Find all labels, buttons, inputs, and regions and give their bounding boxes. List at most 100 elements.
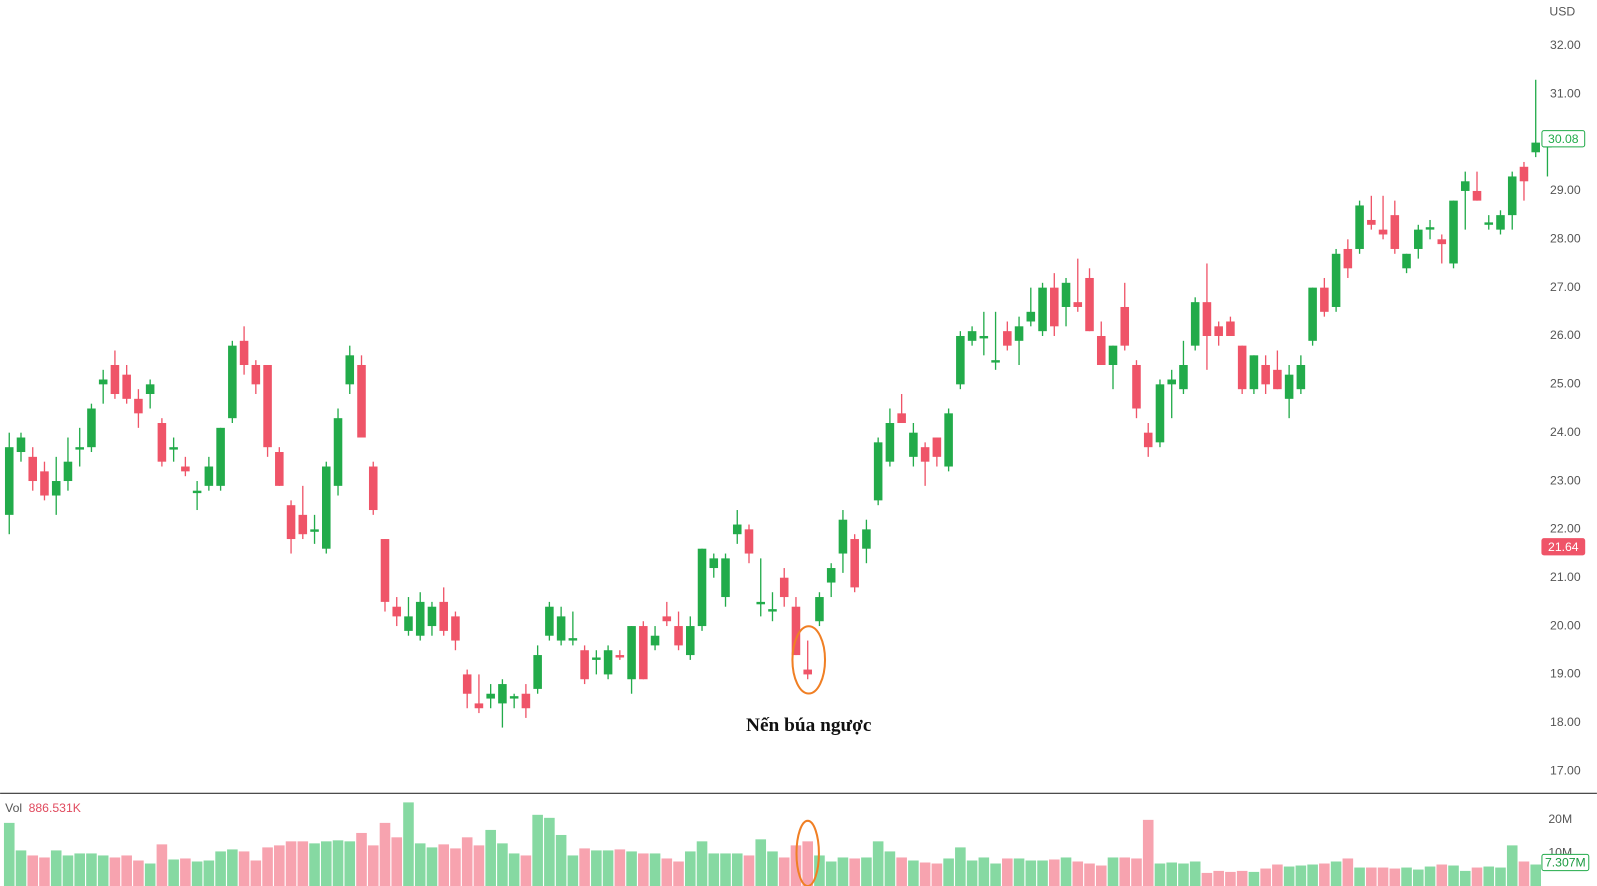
y-tick-label: 27.00	[1550, 280, 1581, 294]
candle-body	[1437, 239, 1447, 245]
volume-bar	[520, 855, 532, 886]
volume-bar	[755, 839, 767, 886]
volume-bar	[191, 861, 203, 886]
volume-bar	[1037, 860, 1048, 886]
candle-body	[1273, 369, 1282, 390]
candle-body	[87, 408, 96, 448]
candle-body	[1284, 374, 1294, 399]
volume-bar	[3, 822, 15, 886]
candle-body	[1108, 345, 1118, 365]
volume-bar	[414, 843, 426, 886]
candle-body	[779, 577, 789, 598]
volume-bar	[320, 841, 332, 886]
candle-body	[157, 423, 167, 462]
y-tick-label: 28.00	[1550, 232, 1581, 246]
candle-body	[1085, 277, 1094, 332]
candle-body	[873, 442, 883, 501]
volume-bar	[508, 853, 520, 886]
volume-bar	[473, 845, 485, 886]
volume-bar	[1002, 858, 1013, 886]
volume-bar	[438, 844, 449, 886]
candle-body	[1378, 229, 1388, 235]
volume-bar	[109, 857, 121, 886]
volume-bar	[1107, 857, 1119, 886]
volume-bar	[1189, 861, 1201, 886]
volume-bar	[555, 834, 567, 886]
volume-bar	[802, 841, 814, 886]
volume-bar	[238, 851, 250, 886]
volume-bar	[1495, 867, 1506, 886]
volume-bar	[367, 845, 379, 886]
volume-bar	[579, 848, 590, 886]
volume-bar	[203, 860, 215, 886]
volume-bar	[743, 855, 755, 886]
candle-body	[521, 693, 531, 709]
volume-bar	[849, 858, 860, 886]
marker-price-box	[1541, 538, 1586, 556]
candle-body	[991, 360, 1000, 363]
candle-body	[956, 335, 965, 385]
y-tick-label: 22.00	[1550, 522, 1581, 536]
candle-body	[1460, 181, 1470, 191]
candle-body	[498, 684, 507, 704]
currency: USD	[1549, 4, 1575, 18]
y-tick-label: 32.00	[1550, 38, 1581, 52]
volume-bar	[1236, 870, 1248, 886]
candle-body	[51, 481, 61, 496]
volume-bar	[731, 853, 743, 886]
volume-bar	[180, 858, 191, 886]
volume-bar	[27, 855, 39, 886]
volume-bar	[626, 851, 637, 886]
candle-body	[756, 601, 766, 605]
candle-body	[920, 447, 930, 462]
candle-body	[1226, 321, 1235, 336]
volume-bar	[602, 850, 614, 886]
candle-body	[650, 635, 660, 646]
candle-body	[979, 335, 989, 339]
y-tick-label: 26.00	[1550, 328, 1581, 342]
candle-body	[16, 437, 26, 453]
candle-body	[862, 529, 871, 549]
volume-bar	[567, 855, 579, 886]
volume-bar	[144, 863, 156, 886]
candle-body	[944, 413, 953, 467]
volume-bar	[50, 850, 62, 886]
candle-body	[909, 432, 918, 457]
candle-body	[1320, 287, 1329, 312]
volume-bar	[684, 851, 696, 886]
last-volume-box	[1541, 853, 1590, 872]
candle-body	[392, 606, 402, 617]
volume-bar	[1142, 819, 1154, 886]
candle-body	[275, 452, 284, 486]
volume-bar	[450, 848, 461, 886]
volume-bar	[814, 855, 825, 886]
y-tick-label: 31.00	[1550, 87, 1581, 101]
volume-bar	[990, 863, 1001, 886]
candle-body	[838, 519, 848, 554]
volume-bar	[1260, 868, 1271, 886]
volume-bar	[1319, 863, 1330, 886]
candle-body	[415, 601, 425, 636]
volume-bar	[86, 853, 97, 886]
volume-bar	[1448, 865, 1459, 886]
candle-body	[122, 374, 131, 399]
volume-bar	[97, 855, 109, 886]
candle-body	[662, 616, 672, 622]
candle-body	[28, 456, 38, 482]
candle-body	[40, 471, 49, 496]
volume-bar	[1119, 857, 1131, 886]
candle-body	[1155, 384, 1165, 443]
volume-bar	[1013, 858, 1025, 886]
candle-body	[627, 626, 636, 680]
candle-body	[1308, 287, 1317, 341]
candle-body	[181, 466, 190, 472]
volume-bar	[673, 861, 684, 886]
y-tick-label: 29.00	[1550, 183, 1581, 197]
volume-bar	[1459, 870, 1471, 886]
volume-bar	[955, 847, 966, 886]
volume-bar	[1389, 868, 1401, 886]
volume-bar	[1025, 860, 1037, 886]
volume-bar	[966, 860, 978, 886]
volume-bar	[825, 861, 837, 886]
